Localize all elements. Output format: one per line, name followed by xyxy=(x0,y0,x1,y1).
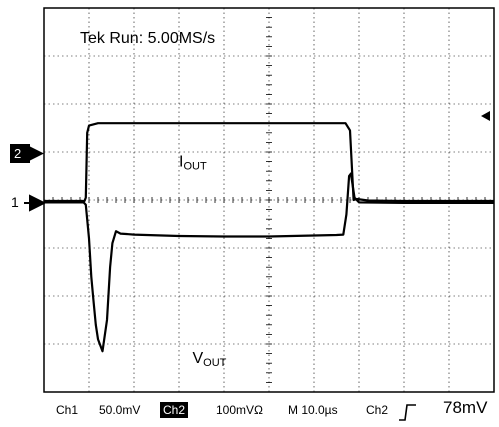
rising-edge-icon xyxy=(399,404,416,421)
timebase: M 10.0µs xyxy=(288,403,338,417)
ch1-arrow-icon xyxy=(24,194,47,212)
trace-iout xyxy=(44,122,494,203)
ch2-marker-box xyxy=(10,144,30,163)
waveform-traces xyxy=(44,122,494,353)
ch2-arrow-icon xyxy=(29,146,44,161)
label-iout: IOUT xyxy=(179,153,207,172)
ch1-scale: 50.0mV xyxy=(99,403,141,417)
trace-labels: IOUT VOUT xyxy=(179,153,227,369)
ch1-marker-label: 1 xyxy=(11,194,19,210)
ch2-label: Ch2 xyxy=(160,402,189,418)
ch1-label: Ch1 xyxy=(56,403,79,417)
ch2-scale: 100mVΩ xyxy=(216,403,263,417)
trigger-source: Ch2 xyxy=(366,403,389,417)
acquisition-status: Tek Run: 5.00MS/s xyxy=(80,30,215,47)
trigger-level-arrow-icon xyxy=(481,111,490,121)
label-vout: VOUT xyxy=(193,350,227,369)
trigger-level: 78mV xyxy=(443,398,488,417)
ch2-marker-label: 2 xyxy=(14,146,21,161)
trace-vout xyxy=(44,172,494,353)
